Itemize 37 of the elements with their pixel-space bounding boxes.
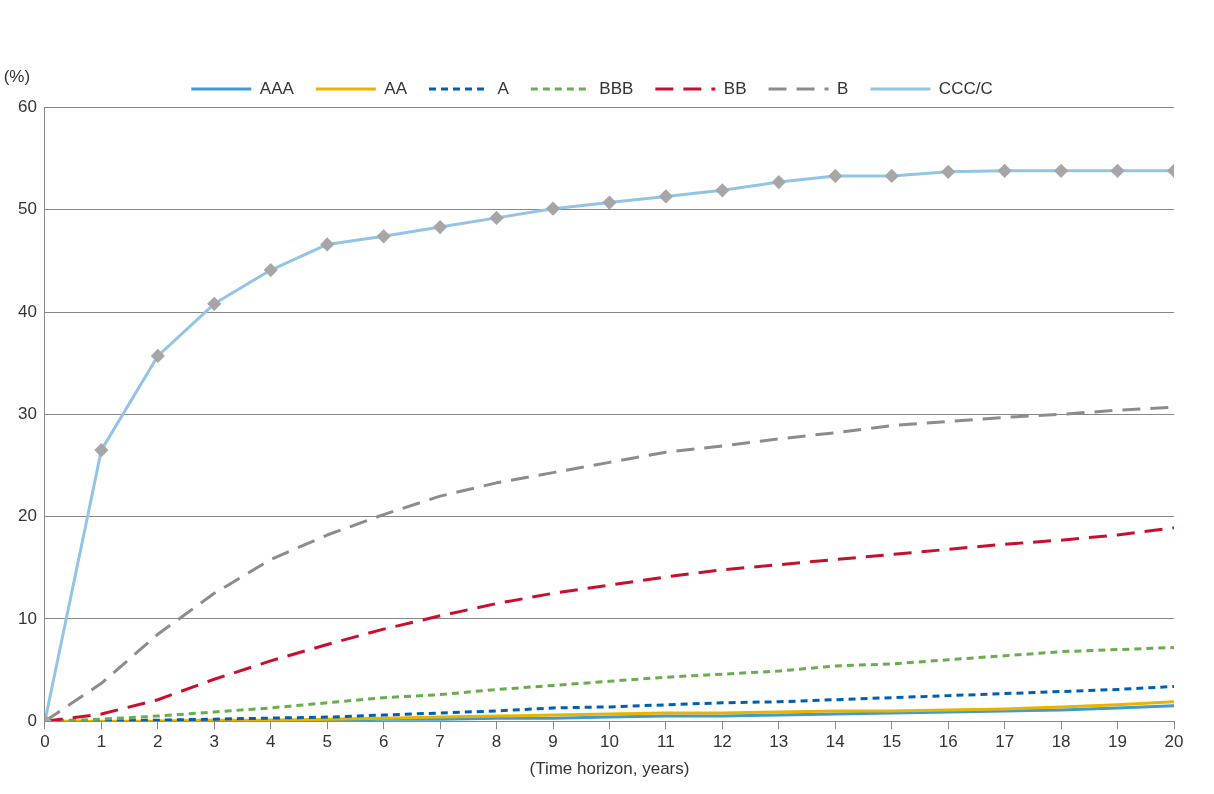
x-tick-label: 1 [96,732,107,752]
x-tick-label: 15 [882,732,902,752]
legend-label: CCC/C [938,78,993,98]
x-tick-label: 18 [1051,732,1071,752]
x-tick-label: 17 [995,732,1015,752]
x-tick-label: 3 [209,732,220,752]
x-tick-label: 0 [40,732,50,752]
x-tick-label: 6 [378,732,389,752]
x-tick-label: 12 [712,732,732,752]
x-tick-label: 8 [491,732,502,752]
legend-label: B [837,78,849,98]
legend-label: AA [384,78,408,98]
x-tick-label: 19 [1108,732,1128,752]
legend-label: BB [723,78,747,98]
x-axis-title: (Time horizon, years) [529,759,690,779]
y-tick-label: 20 [17,506,37,526]
y-tick-label: 50 [17,199,37,219]
y-tick-label: 10 [17,608,37,628]
y-tick-label: 40 [17,301,37,321]
x-tick-label: 13 [769,732,789,752]
x-tick-label: 10 [599,732,619,752]
x-tick-label: 16 [938,732,958,752]
legend-label: BBB [599,78,634,98]
y-axis-title: (%) [3,66,31,86]
legend-label: A [497,78,510,98]
legend-label: AAA [259,78,295,98]
y-tick-label: 0 [27,710,37,730]
x-tick-label: 14 [825,732,845,752]
y-tick-label: 30 [17,403,37,423]
x-tick-label: 7 [435,732,445,752]
x-tick-label: 4 [265,732,276,752]
x-tick-label: 11 [657,732,675,752]
x-tick-label: 9 [548,732,558,752]
y-tick-label: 60 [17,97,37,117]
x-tick-label: 2 [153,732,163,752]
x-tick-label: 5 [322,732,332,752]
x-tick-label: 20 [1164,732,1184,752]
